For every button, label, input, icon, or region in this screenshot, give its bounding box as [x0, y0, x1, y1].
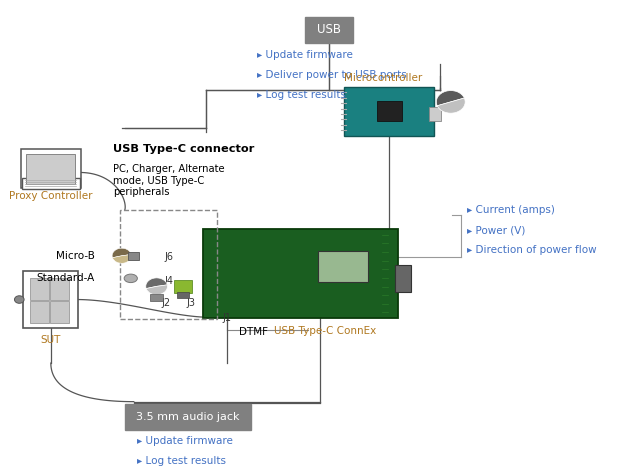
- Wedge shape: [146, 285, 168, 295]
- FancyBboxPatch shape: [344, 87, 434, 136]
- Text: Proxy Controller: Proxy Controller: [9, 191, 92, 201]
- Text: ▸ Current (amps): ▸ Current (amps): [468, 205, 555, 215]
- FancyBboxPatch shape: [29, 301, 49, 323]
- Text: 3.5 mm audio jack: 3.5 mm audio jack: [136, 412, 239, 422]
- Text: USB Type-C ConnEx: USB Type-C ConnEx: [274, 326, 376, 336]
- FancyBboxPatch shape: [429, 107, 441, 121]
- FancyBboxPatch shape: [306, 17, 352, 42]
- FancyBboxPatch shape: [174, 280, 192, 293]
- Text: ▸ Log test results: ▸ Log test results: [257, 90, 346, 100]
- FancyBboxPatch shape: [50, 278, 69, 300]
- FancyBboxPatch shape: [29, 278, 49, 300]
- Text: J6: J6: [164, 252, 173, 262]
- Wedge shape: [436, 91, 464, 106]
- Text: ▸ Update firmware: ▸ Update firmware: [137, 436, 232, 446]
- FancyBboxPatch shape: [394, 265, 411, 292]
- FancyBboxPatch shape: [125, 405, 251, 430]
- FancyBboxPatch shape: [376, 101, 402, 121]
- Circle shape: [14, 296, 24, 303]
- Text: ▸ Update firmware: ▸ Update firmware: [257, 50, 353, 60]
- FancyBboxPatch shape: [177, 292, 189, 298]
- Text: USB Type-C connector: USB Type-C connector: [112, 144, 254, 154]
- Wedge shape: [112, 248, 131, 258]
- Wedge shape: [112, 254, 131, 263]
- FancyBboxPatch shape: [24, 271, 78, 328]
- FancyBboxPatch shape: [204, 229, 398, 318]
- Text: Microcontroller: Microcontroller: [344, 73, 422, 83]
- FancyBboxPatch shape: [21, 149, 81, 188]
- FancyBboxPatch shape: [50, 301, 69, 323]
- Text: J1: J1: [222, 313, 231, 323]
- Text: ▸ Power (V): ▸ Power (V): [468, 225, 526, 235]
- Text: J4: J4: [164, 276, 173, 286]
- Text: USB: USB: [317, 24, 341, 36]
- Text: Standard-A: Standard-A: [36, 273, 95, 283]
- Text: J2: J2: [161, 298, 170, 308]
- Ellipse shape: [124, 274, 138, 283]
- Wedge shape: [146, 278, 168, 288]
- FancyBboxPatch shape: [22, 177, 80, 189]
- Text: DTMF: DTMF: [239, 328, 268, 337]
- FancyBboxPatch shape: [150, 295, 163, 301]
- Text: Micro-B: Micro-B: [56, 251, 95, 261]
- Wedge shape: [438, 98, 465, 113]
- Text: SUT: SUT: [41, 335, 61, 345]
- FancyBboxPatch shape: [26, 154, 75, 184]
- Text: ▸ Log test results: ▸ Log test results: [137, 456, 226, 466]
- Text: ▸ Direction of power flow: ▸ Direction of power flow: [468, 245, 597, 255]
- Text: J3: J3: [186, 298, 196, 308]
- Text: PC, Charger, Alternate
mode, USB Type-C
peripherals: PC, Charger, Alternate mode, USB Type-C …: [112, 164, 224, 197]
- Text: ▸ Deliver power to USB ports: ▸ Deliver power to USB ports: [257, 70, 407, 80]
- FancyBboxPatch shape: [128, 252, 139, 260]
- FancyBboxPatch shape: [318, 251, 368, 282]
